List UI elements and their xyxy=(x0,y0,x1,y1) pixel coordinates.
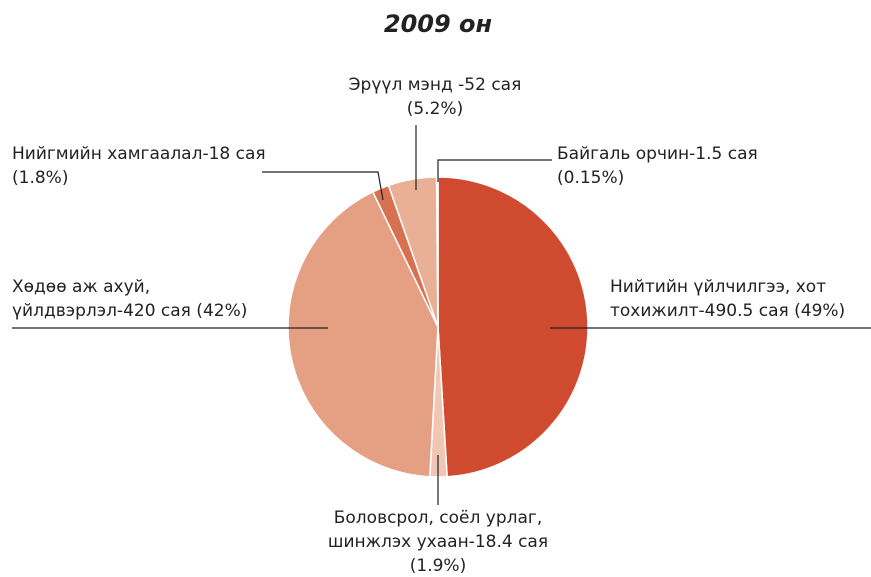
chart-title: 2009 он xyxy=(384,10,492,38)
slice-label: Нийтийн үйлчилгээ, хот xyxy=(610,277,826,297)
slice-label: Эрүүл мэнд -52 сая xyxy=(349,75,522,95)
slice-label: Хөдөө аж ахуй, xyxy=(12,277,150,297)
slice-label: (1.8%) xyxy=(12,168,68,188)
leader-line xyxy=(262,171,384,201)
pie-slice xyxy=(287,190,439,478)
pie-slice xyxy=(437,176,589,478)
slice-label: Боловсрол, соёл урлаг, xyxy=(334,508,543,528)
slice-label: шинжлэх ухаан-18.4 сая xyxy=(328,532,548,552)
slice-label: (1.9%) xyxy=(410,556,466,576)
slice-label: Байгаль орчин-1.5 сая xyxy=(557,144,758,164)
leader-line xyxy=(437,159,552,182)
slice-label: үйлдвэрлэл-420 сая (42%) xyxy=(12,301,247,321)
slice-label: Нийгмийн хамгаалал-18 сая xyxy=(12,144,266,164)
slice-label: (5.2%) xyxy=(407,99,463,119)
slice-label: тохижилт-490.5 сая (49%) xyxy=(610,301,845,321)
slice-label: (0.15%) xyxy=(557,168,624,188)
